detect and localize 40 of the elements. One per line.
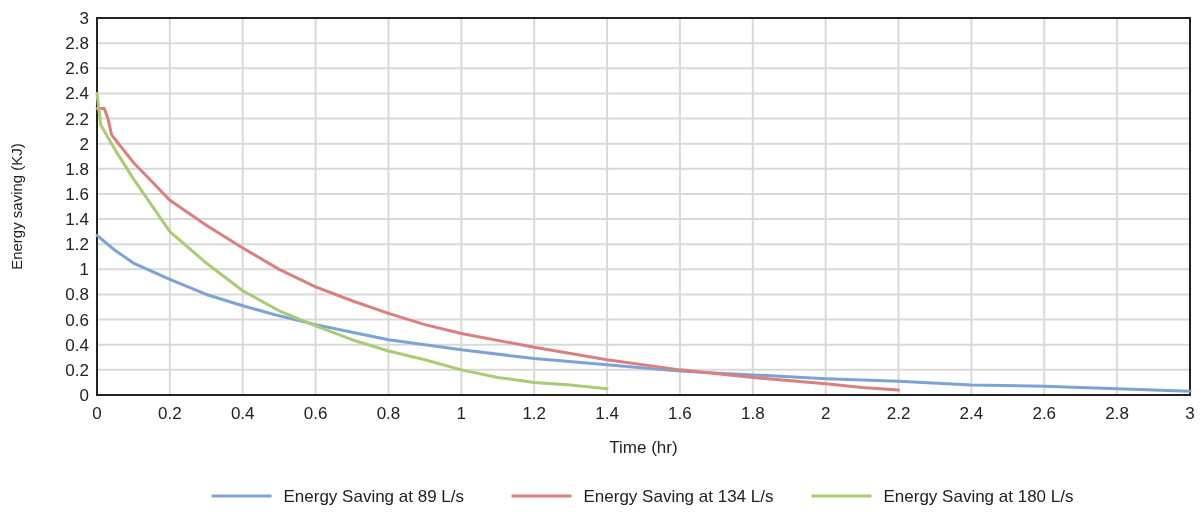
y-tick-label: 1.6 — [65, 184, 89, 204]
line-series — [95, 91, 609, 391]
y-tick-label: 2.8 — [65, 34, 89, 54]
y-tick-label: 0.6 — [65, 310, 89, 330]
x-tick-label: 0.4 — [230, 404, 255, 423]
y-tick-label: 2.2 — [65, 109, 89, 129]
x-tick-label: 0.2 — [158, 404, 182, 423]
y-tick-label: 0.2 — [65, 360, 89, 380]
y-tick-label: 1.4 — [65, 210, 89, 230]
x-tick-label: 0.6 — [303, 404, 328, 423]
x-tick-label: 1.8 — [740, 404, 765, 423]
y-tick-label: 0.4 — [65, 335, 89, 355]
x-tick-label: 0.8 — [376, 404, 401, 423]
x-axis-title: Time (hr) — [609, 438, 678, 457]
x-tick-label: 2.4 — [959, 404, 984, 423]
x-tick-label: 2.6 — [1032, 404, 1057, 423]
x-tick-label: 1.2 — [522, 404, 547, 423]
y-tick-label: 1.2 — [65, 235, 89, 255]
x-tick-label: 2 — [820, 404, 831, 423]
x-tick-label: 2.8 — [1105, 404, 1129, 423]
y-tick-label: 3 — [79, 9, 89, 28]
x-tick-label: 3 — [1185, 404, 1195, 423]
y-tick-label: 2 — [79, 134, 89, 154]
y-tick-label: 1 — [79, 260, 89, 280]
legend-label: Energy Saving at 134 L/s — [583, 487, 774, 506]
x-tick-label: 1.6 — [668, 404, 692, 423]
y-axis-title: Energy saving (KJ) — [8, 143, 25, 270]
line-series — [95, 106, 901, 392]
y-tick-label: 2.4 — [65, 84, 89, 104]
line-series — [95, 233, 1192, 393]
y-tick-label: 0.8 — [65, 285, 89, 305]
x-tick-label: 1.4 — [595, 404, 619, 423]
y-tick-label: 1.8 — [65, 159, 89, 179]
x-tick-label: 1 — [456, 404, 467, 423]
legend-label: Energy Saving at 89 L/s — [283, 487, 465, 506]
x-tick-label: 0 — [92, 404, 102, 423]
legend-label: Energy Saving at 180 L/s — [883, 487, 1074, 506]
x-tick-label: 2.2 — [886, 404, 911, 423]
y-tick-label: 0 — [79, 386, 89, 405]
y-tick-label: 2.6 — [65, 59, 89, 79]
